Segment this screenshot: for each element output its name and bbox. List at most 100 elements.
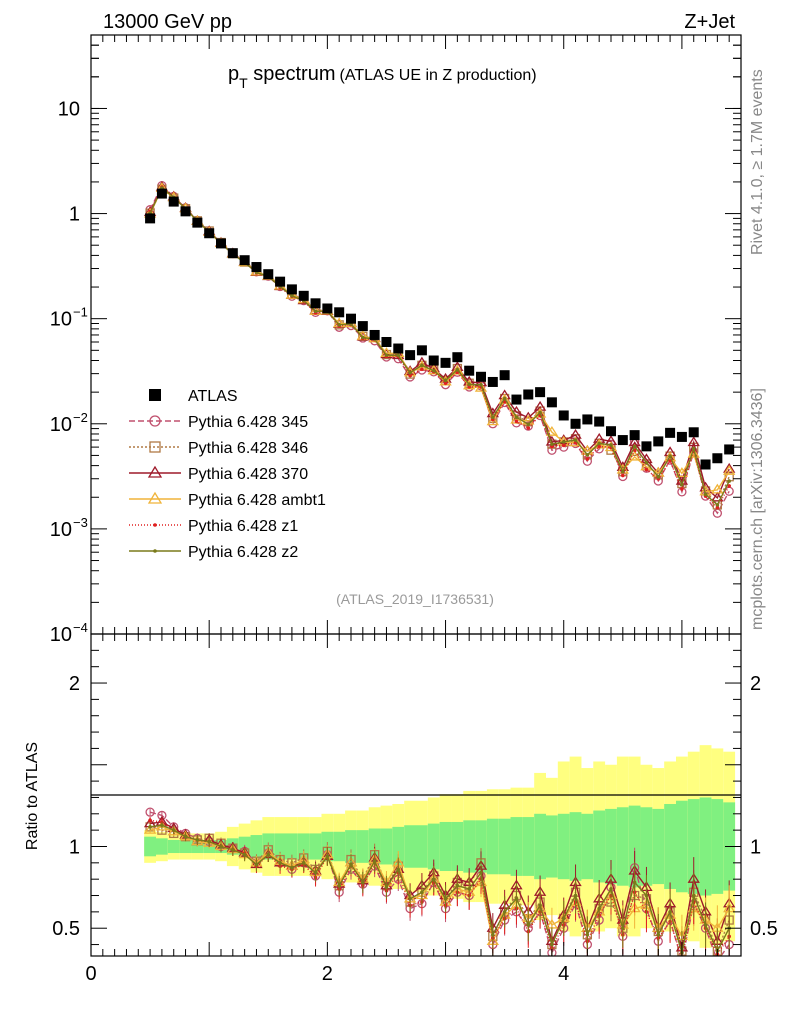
ratio-band-inner	[664, 803, 676, 889]
series-point-ratio	[290, 865, 294, 870]
rivet-label: Rivet 4.1.0, ≥ 1.7M events	[749, 69, 766, 255]
legend-marker	[147, 465, 163, 478]
data-point	[275, 276, 286, 287]
series-line-ratio-2	[149, 821, 730, 949]
series-point-main	[455, 367, 460, 372]
ratio-band-inner	[522, 817, 535, 876]
series-point-ratio	[538, 903, 542, 908]
series-point-main	[711, 491, 724, 502]
series-point-ratio	[171, 828, 176, 832]
data-point	[476, 371, 486, 382]
series-point-main	[573, 438, 578, 442]
series-point-ratio	[278, 861, 282, 865]
series-point-main	[621, 469, 625, 474]
series-point-main	[514, 419, 519, 424]
series-point-main	[545, 425, 559, 436]
series-point-main	[727, 479, 731, 483]
series-point-main	[604, 441, 618, 452]
ratio-band-inner	[605, 808, 617, 885]
data-point	[251, 262, 262, 273]
data-point	[653, 436, 664, 447]
ratio-band-inner	[439, 821, 452, 872]
data-point	[700, 459, 711, 470]
series-point-ratio	[621, 926, 625, 931]
series-point-main	[711, 483, 724, 494]
ratio-band-inner	[167, 839, 180, 854]
series-line-ratio-5	[149, 824, 730, 953]
series-point-ratio	[585, 932, 590, 937]
series-point-main	[597, 441, 601, 446]
ratio-band-inner	[274, 833, 286, 860]
data-point	[346, 313, 356, 324]
series-point-main	[479, 382, 483, 387]
series-point-ratio	[502, 910, 507, 914]
ratio-band-inner	[451, 821, 464, 872]
series-point-main	[621, 473, 625, 478]
data-point	[665, 427, 676, 438]
title-sub: T	[239, 75, 248, 91]
data-point	[192, 217, 203, 228]
title-rest: spectrum	[248, 63, 336, 85]
x-tick-label: 0	[85, 963, 96, 985]
y-tick-label: 10	[50, 414, 72, 436]
series-point-ratio	[526, 923, 531, 927]
series-point-ratio	[443, 896, 448, 901]
data-point	[582, 414, 593, 425]
y-tick-label: 10	[58, 98, 80, 120]
ratio-series-layer	[143, 807, 736, 956]
series-point-ratio	[242, 852, 247, 857]
ratio-y-tick-label-left: 1	[69, 836, 80, 858]
ratio-band-inner	[628, 805, 641, 888]
series-point-main	[632, 444, 637, 449]
ratio-band-inner	[557, 813, 570, 880]
data-point	[145, 213, 156, 224]
series-point-main	[668, 454, 672, 458]
data-point	[156, 188, 167, 199]
data-point	[511, 394, 522, 405]
data-point	[298, 290, 309, 301]
legend-marker-data	[149, 389, 161, 401]
series-point-main	[675, 467, 689, 478]
series-point-ratio	[325, 854, 330, 859]
ratio-band-inner	[392, 826, 405, 867]
series-point-main	[408, 373, 412, 378]
ratio-band-inner	[640, 807, 653, 886]
series-point-ratio	[479, 870, 483, 875]
series-point-main	[486, 415, 499, 426]
data-point	[464, 365, 475, 376]
ratio-frame	[90, 633, 742, 957]
y-tick-exponent: −2	[73, 410, 88, 425]
ratio-band-inner	[144, 836, 156, 857]
series-point-main	[691, 446, 696, 451]
y-tick-exponent: −1	[73, 305, 88, 320]
data-point	[227, 248, 238, 259]
data-point	[180, 206, 191, 217]
series-point-ratio	[349, 862, 353, 867]
series-point-main	[656, 475, 661, 479]
data-point	[712, 453, 723, 464]
series-point-ratio	[148, 825, 152, 829]
series-point-main	[569, 436, 582, 447]
series-point-main	[396, 353, 401, 358]
series-point-ratio	[668, 910, 672, 914]
series-point-main	[561, 440, 566, 444]
ratio-band-inner	[333, 831, 346, 862]
series-point-ratio	[561, 916, 566, 921]
data-point	[535, 387, 546, 398]
series-point-ratio	[219, 844, 223, 849]
series-point-main	[597, 444, 601, 449]
chart-title: pT spectrum (ATLAS UE in Z production)	[228, 63, 537, 91]
series-point-main	[384, 353, 389, 357]
ratio-band-inner	[156, 838, 168, 855]
y-tick-label: 10	[50, 519, 72, 541]
data-point	[239, 255, 250, 266]
data-point	[440, 357, 451, 368]
data-point	[357, 321, 368, 332]
data-point	[310, 298, 321, 309]
series-point-ratio	[609, 887, 613, 891]
ratio-band-inner	[475, 820, 487, 873]
series-point-main	[585, 453, 590, 457]
legend-marker	[153, 523, 157, 527]
